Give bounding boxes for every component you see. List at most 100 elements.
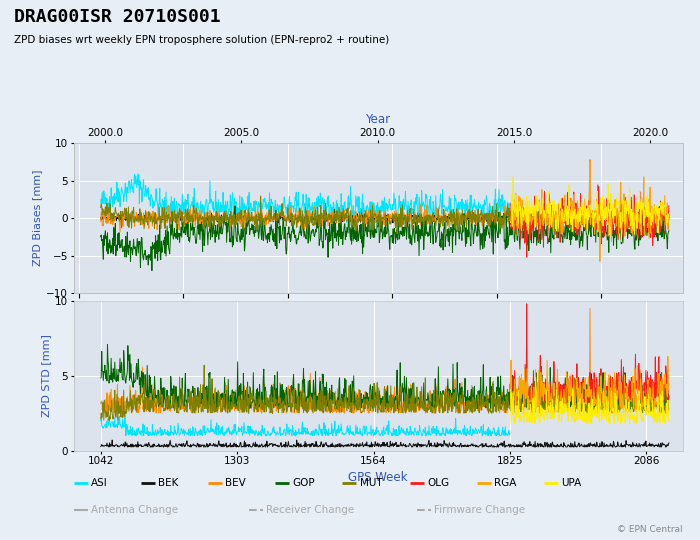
MUT [552, 231, 560, 238]
Text: DRAG00ISR 20710S001: DRAG00ISR 20710S001 [14, 8, 220, 26]
BEV [116, 229, 124, 235]
Text: ZPD biases wrt weekly EPN troposphere solution (EPN-repro2 + routine): ZPD biases wrt weekly EPN troposphere so… [14, 35, 389, 45]
Line: OLG: OLG [510, 185, 669, 257]
UPA [506, 219, 514, 226]
ASI [116, 199, 125, 205]
UPA [563, 208, 571, 215]
UPA [642, 212, 650, 218]
MUT [247, 215, 256, 221]
GOP [435, 221, 444, 228]
OLG [543, 204, 552, 210]
BEK [435, 215, 444, 222]
BEV [543, 213, 552, 219]
Text: MUT: MUT [360, 478, 382, 488]
ASI [506, 200, 514, 206]
GOP [97, 233, 105, 240]
X-axis label: Year: Year [365, 113, 391, 126]
Y-axis label: ZPD Biases [mm]: ZPD Biases [mm] [32, 170, 42, 266]
RGA [586, 159, 594, 165]
ASI [233, 226, 242, 232]
GOP [665, 227, 673, 234]
RGA [542, 207, 551, 214]
UPA [629, 209, 637, 215]
BEV [248, 216, 256, 222]
UPA [617, 238, 626, 245]
BEK [152, 221, 160, 227]
Text: RGA: RGA [494, 478, 517, 488]
BEK [665, 211, 673, 218]
RGA [522, 218, 530, 225]
Text: Antenna Change: Antenna Change [91, 505, 178, 515]
Y-axis label: ZPD STD [mm]: ZPD STD [mm] [41, 334, 50, 417]
BEK [275, 210, 284, 216]
ASI [134, 171, 142, 177]
RGA [596, 258, 604, 265]
UPA [522, 219, 531, 226]
GOP [458, 222, 467, 229]
ASI [97, 197, 105, 203]
ASI [424, 207, 432, 214]
BEK [97, 214, 105, 221]
BEK [458, 214, 467, 220]
BEK [636, 215, 645, 221]
ASI [330, 201, 338, 208]
BEV [435, 219, 443, 226]
Text: Receiver Change: Receiver Change [266, 505, 354, 515]
GOP [543, 237, 552, 243]
Text: GOP: GOP [293, 478, 315, 488]
MUT [636, 214, 645, 220]
RGA [622, 197, 630, 204]
MUT [458, 222, 466, 228]
Text: Firmware Change: Firmware Change [434, 505, 525, 515]
ASI [230, 195, 239, 201]
GOP [248, 226, 256, 233]
MUT [97, 204, 105, 211]
Text: BEV: BEV [225, 478, 246, 488]
OLG [665, 202, 673, 209]
MUT [435, 219, 443, 225]
RGA [506, 222, 514, 229]
RGA [562, 209, 570, 215]
Line: BEV: BEV [101, 160, 669, 232]
Line: MUT: MUT [101, 196, 669, 234]
OLG [629, 231, 637, 237]
Text: © EPN Central: © EPN Central [617, 524, 682, 534]
OLG [506, 225, 514, 231]
Line: GOP: GOP [101, 206, 669, 271]
BEK [618, 218, 626, 224]
UPA [509, 174, 517, 180]
BEV [636, 218, 645, 224]
MUT [618, 218, 626, 225]
Line: RGA: RGA [510, 162, 669, 261]
ASI [448, 206, 456, 213]
Text: OLG: OLG [427, 478, 449, 488]
GOP [231, 203, 239, 210]
Text: ASI: ASI [91, 478, 108, 488]
MUT [665, 214, 673, 221]
Text: UPA: UPA [561, 478, 582, 488]
GOP [636, 229, 645, 235]
BEK [248, 216, 256, 222]
OLG [594, 181, 602, 188]
BEV [618, 216, 626, 222]
BEV [97, 218, 105, 225]
MUT [256, 193, 265, 199]
RGA [665, 211, 673, 218]
Line: UPA: UPA [510, 177, 669, 241]
Line: ASI: ASI [101, 174, 510, 229]
Line: BEK: BEK [101, 213, 669, 224]
X-axis label: GPS Week: GPS Week [349, 471, 407, 484]
UPA [665, 213, 673, 219]
RGA [642, 213, 650, 220]
BEV [665, 212, 673, 219]
GOP [618, 235, 626, 242]
OLG [622, 228, 630, 235]
UPA [543, 200, 552, 206]
MUT [543, 214, 552, 221]
OLG [522, 254, 531, 260]
ASI [262, 199, 270, 206]
GOP [148, 267, 156, 274]
BEV [458, 214, 466, 221]
Text: BEK: BEK [158, 478, 178, 488]
BEK [543, 214, 552, 220]
